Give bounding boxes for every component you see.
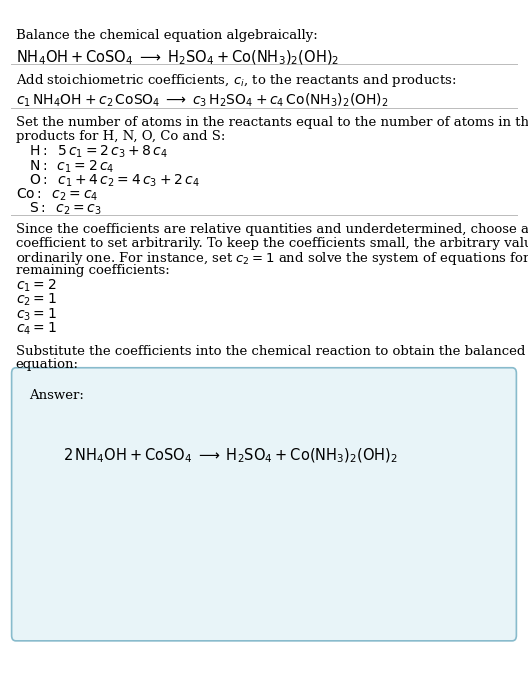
Text: $\mathrm{O{:}}\;\; c_1 + 4\,c_2 = 4\,c_3 + 2\,c_4$: $\mathrm{O{:}}\;\; c_1 + 4\,c_2 = 4\,c_3… [29, 172, 200, 189]
Text: $\mathrm{N{:}}\;\; c_1 = 2\,c_4$: $\mathrm{N{:}}\;\; c_1 = 2\,c_4$ [29, 158, 115, 174]
Text: equation:: equation: [16, 358, 79, 371]
Text: $c_4 = 1$: $c_4 = 1$ [16, 320, 56, 337]
Text: Set the number of atoms in the reactants equal to the number of atoms in the: Set the number of atoms in the reactants… [16, 116, 528, 129]
Text: $c_1\,\mathrm{NH_4OH} + c_2\,\mathrm{CoSO_4} \;\longrightarrow\; c_3\,\mathrm{H_: $c_1\,\mathrm{NH_4OH} + c_2\,\mathrm{CoS… [16, 92, 389, 110]
Text: $c_1 = 2$: $c_1 = 2$ [16, 278, 56, 294]
Text: remaining coefficients:: remaining coefficients: [16, 264, 169, 276]
Text: $\mathrm{Co{:}}\;\; c_2 = c_4$: $\mathrm{Co{:}}\;\; c_2 = c_4$ [16, 187, 98, 203]
Text: Add stoichiometric coefficients, $c_i$, to the reactants and products:: Add stoichiometric coefficients, $c_i$, … [16, 72, 456, 89]
Text: $c_2 = 1$: $c_2 = 1$ [16, 292, 56, 308]
Text: $\mathrm{S{:}}\;\; c_2 = c_3$: $\mathrm{S{:}}\;\; c_2 = c_3$ [29, 201, 102, 217]
Text: coefficient to set arbitrarily. To keep the coefficients small, the arbitrary va: coefficient to set arbitrarily. To keep … [16, 237, 528, 249]
Text: $\mathrm{NH_4OH + CoSO_4 \;\longrightarrow\; H_2SO_4 + Co(NH_3)_2(OH)_2}$: $\mathrm{NH_4OH + CoSO_4 \;\longrightarr… [16, 49, 339, 67]
Text: Balance the chemical equation algebraically:: Balance the chemical equation algebraica… [16, 29, 317, 42]
Text: products for H, N, O, Co and S:: products for H, N, O, Co and S: [16, 130, 225, 143]
Text: Substitute the coefficients into the chemical reaction to obtain the balanced: Substitute the coefficients into the che… [16, 345, 525, 358]
Text: $c_3 = 1$: $c_3 = 1$ [16, 306, 56, 322]
Text: $2\,\mathrm{NH_4OH + CoSO_4 \;\longrightarrow\; H_2SO_4 + Co(NH_3)_2(OH)_2}$: $2\,\mathrm{NH_4OH + CoSO_4 \;\longright… [63, 446, 399, 464]
Text: ordinarily one. For instance, set $c_2 = 1$ and solve the system of equations fo: ordinarily one. For instance, set $c_2 =… [16, 250, 528, 267]
Text: $\mathrm{H{:}}\;\; 5\,c_1 = 2\,c_3 + 8\,c_4$: $\mathrm{H{:}}\;\; 5\,c_1 = 2\,c_3 + 8\,… [29, 144, 168, 160]
Text: Since the coefficients are relative quantities and underdetermined, choose a: Since the coefficients are relative quan… [16, 223, 528, 236]
FancyBboxPatch shape [12, 368, 516, 641]
Text: Answer:: Answer: [29, 389, 84, 402]
